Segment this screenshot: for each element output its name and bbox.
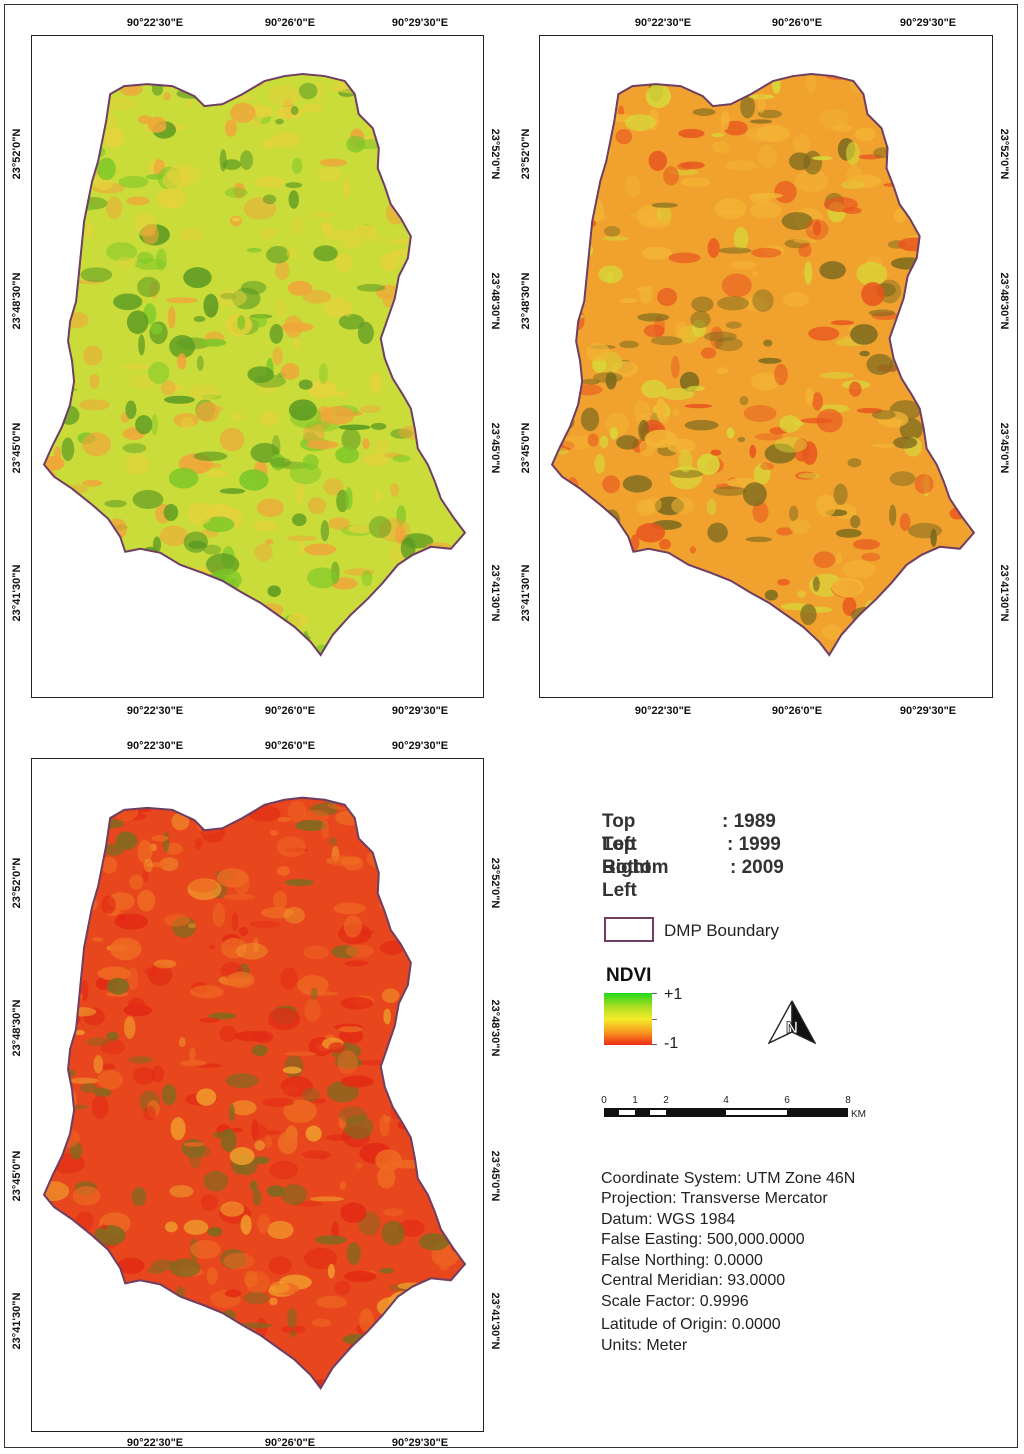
ndvi-title: NDVI bbox=[606, 965, 652, 986]
scale-bar: 0 1 2 4 6 8 KM bbox=[601, 1095, 866, 1120]
year-key-label: Top Left bbox=[602, 811, 637, 855]
map-1999-right-label: 23°48'30"N bbox=[998, 272, 1010, 330]
map-2009-bottom-label: 90°26'0"E bbox=[264, 1437, 316, 1449]
scale-tick-label: 4 bbox=[723, 1095, 729, 1106]
projection-info-line: False Easting: 500,000.0000 bbox=[601, 1231, 805, 1248]
map-1999-right-label: 23°45'0"N bbox=[998, 422, 1010, 474]
projection-info-line: Units: Meter bbox=[601, 1337, 688, 1354]
map-1999-top-label: 90°29'30"E bbox=[899, 17, 957, 29]
scale-tick-label: 2 bbox=[663, 1095, 669, 1106]
map-panel-1989 bbox=[31, 35, 484, 698]
map-1999-left-label: 23°52'0"N bbox=[520, 128, 532, 180]
map-1989-top-label: 90°22'30"E bbox=[126, 17, 184, 29]
map-1989-raster bbox=[42, 73, 467, 657]
boundary-swatch bbox=[604, 917, 654, 942]
map-1989-top-label: 90°26'0"E bbox=[264, 17, 316, 29]
map-1999-bottom-label: 90°29'30"E bbox=[899, 705, 957, 717]
map-2009-top-label: 90°29'30"E bbox=[391, 740, 449, 752]
map-2009-left-label: 23°41'30"N bbox=[11, 1292, 23, 1350]
year-key-value: : 1989 bbox=[722, 811, 776, 832]
projection-info-line: Datum: WGS 1984 bbox=[601, 1211, 736, 1228]
map-sheet bbox=[4, 4, 1018, 1448]
map-2009-right-label: 23°52'0"N bbox=[489, 857, 501, 909]
north-arrow-icon: N bbox=[768, 1000, 816, 1045]
map-1999-left-label: 23°41'30"N bbox=[520, 564, 532, 622]
map-panel-2009 bbox=[31, 758, 484, 1432]
map-1999-bottom-label: 90°22'30"E bbox=[634, 705, 692, 717]
map-1989-bottom-label: 90°22'30"E bbox=[126, 705, 184, 717]
map-1989-right-label: 23°45'0"N bbox=[489, 422, 501, 474]
map-2009-top-label: 90°26'0"E bbox=[264, 740, 316, 752]
map-1989-right-label: 23°48'30"N bbox=[489, 272, 501, 330]
map-1999-right-label: 23°41'30"N bbox=[998, 564, 1010, 622]
map-2009-boundary bbox=[42, 796, 467, 1391]
scale-unit: KM bbox=[851, 1109, 866, 1120]
projection-info-line: Scale Factor: 0.9996 bbox=[601, 1293, 749, 1310]
map-2009-right-label: 23°48'30"N bbox=[489, 999, 501, 1057]
map-1989-right-label: 23°52'0"N bbox=[489, 128, 501, 180]
boundary-label: DMP Boundary bbox=[664, 921, 779, 940]
scale-tick-label: 6 bbox=[784, 1095, 790, 1106]
projection-info-line: Latitude of Origin: 0.0000 bbox=[601, 1316, 781, 1333]
map-1989-bottom-label: 90°29'30"E bbox=[391, 705, 449, 717]
projection-info-line: Central Meridian: 93.0000 bbox=[601, 1272, 786, 1289]
ndvi-color-ramp bbox=[604, 993, 652, 1045]
projection-info-line: Coordinate System: UTM Zone 46N bbox=[601, 1170, 856, 1187]
map-2009-bottom-label: 90°22'30"E bbox=[126, 1437, 184, 1449]
year-key-label: Bottom Left bbox=[602, 857, 669, 901]
map-2009-left-label: 23°48'30"N bbox=[11, 999, 23, 1057]
map-2009-top-label: 90°22'30"E bbox=[126, 740, 184, 752]
scale-bar-segment bbox=[619, 1110, 635, 1115]
ndvi-tick bbox=[652, 1044, 657, 1045]
map-1999-left-label: 23°48'30"N bbox=[520, 272, 532, 330]
map-1999-top-label: 90°26'0"E bbox=[771, 17, 823, 29]
map-1999-top-label: 90°22'30"E bbox=[634, 17, 692, 29]
scale-bar-segment bbox=[650, 1110, 666, 1115]
ndvi-max-label: +1 bbox=[664, 986, 683, 1003]
map-2009-left-label: 23°45'0"N bbox=[11, 1150, 23, 1202]
year-key-label: Top Right bbox=[602, 834, 651, 878]
map-1999-boundary bbox=[550, 73, 976, 657]
map-1989-bottom-label: 90°26'0"E bbox=[264, 705, 316, 717]
year-key-value: : 2009 bbox=[730, 857, 784, 878]
map-1989-boundary bbox=[42, 73, 467, 657]
scale-tick-label: 1 bbox=[632, 1095, 638, 1106]
map-panel-1999 bbox=[539, 35, 993, 698]
north-arrow-letter: N bbox=[786, 1018, 798, 1037]
map-1989-left-label: 23°45'0"N bbox=[11, 422, 23, 474]
map-1989-left-label: 23°52'0"N bbox=[11, 128, 23, 180]
map-1989-top-label: 90°29'30"E bbox=[391, 17, 449, 29]
map-1999-bottom-label: 90°26'0"E bbox=[771, 705, 823, 717]
map-2009-right-label: 23°41'30"N bbox=[489, 1292, 501, 1350]
scale-bar-segment bbox=[726, 1110, 787, 1115]
projection-info-line: False Northing: 0.0000 bbox=[601, 1252, 763, 1269]
ndvi-min-label: -1 bbox=[664, 1035, 679, 1052]
map-1989-left-label: 23°41'30"N bbox=[11, 564, 23, 622]
map-1999-raster bbox=[550, 73, 976, 657]
ndvi-tick bbox=[652, 1019, 657, 1020]
map-1989-left-label: 23°48'30"N bbox=[11, 272, 23, 330]
map-1999-right-label: 23°52'0"N bbox=[998, 128, 1010, 180]
scale-tick-label: 8 bbox=[845, 1095, 851, 1106]
projection-info-line: Projection: Transverse Mercator bbox=[601, 1190, 828, 1207]
year-key-value: : 1999 bbox=[727, 834, 781, 855]
ndvi-tick bbox=[652, 993, 657, 994]
map-2009-right-label: 23°45'0"N bbox=[489, 1150, 501, 1202]
map-2009-left-label: 23°52'0"N bbox=[11, 857, 23, 909]
scale-tick-label: 0 bbox=[601, 1095, 607, 1106]
map-1999-left-label: 23°45'0"N bbox=[520, 422, 532, 474]
map-1989-right-label: 23°41'30"N bbox=[489, 564, 501, 622]
map-2009-raster bbox=[42, 796, 467, 1391]
map-2009-bottom-label: 90°29'30"E bbox=[391, 1437, 449, 1449]
